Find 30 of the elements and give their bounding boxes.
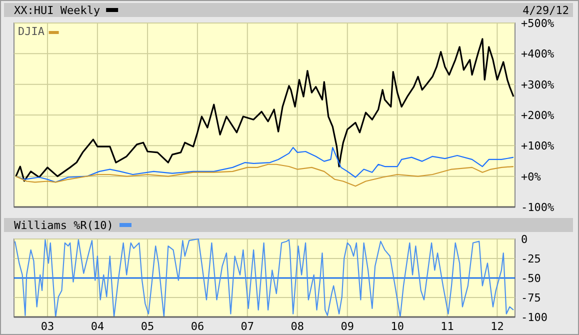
y-tick-label: -100: [521, 311, 548, 324]
y-tick-label: 0: [521, 233, 528, 246]
chart-title: XX:HUI Weekly: [14, 4, 100, 17]
y-tick-label: -50: [521, 272, 541, 285]
text: 4/29/12: [522, 4, 569, 17]
x-tick-label: 12: [490, 320, 504, 333]
y-tick-label: +0%: [521, 170, 542, 184]
x-tick-label: 03: [40, 320, 54, 333]
x-tick-label: 05: [140, 320, 154, 333]
y-tick-label: +200%: [521, 109, 554, 122]
y-tick-label: -75: [521, 292, 541, 304]
x-tick-label: 10: [390, 320, 404, 333]
x-tick-label: 07: [240, 320, 254, 333]
line-series: [15, 164, 514, 187]
x-tick-label: 04: [90, 320, 104, 333]
y-tick-label: +100%: [521, 140, 554, 153]
y-tick-label: -25: [521, 252, 541, 266]
x-tick-label: 08: [290, 320, 304, 333]
x-tick-label: 06: [190, 320, 204, 333]
x-tick-label: 11: [440, 320, 454, 333]
line-series: [14, 238, 514, 318]
y-tick-label: +400%: [521, 48, 554, 61]
y-tick-label: -100%: [521, 201, 554, 214]
y-tick-label: +300%: [521, 78, 554, 92]
chart-title: Williams %R(10): [14, 219, 114, 232]
x-tick-label: 09: [340, 320, 354, 333]
line-series: [15, 146, 514, 183]
y-tick-label: +500%: [521, 17, 554, 30]
legend-label: DJIA: [18, 25, 45, 38]
line-series: [15, 38, 514, 182]
